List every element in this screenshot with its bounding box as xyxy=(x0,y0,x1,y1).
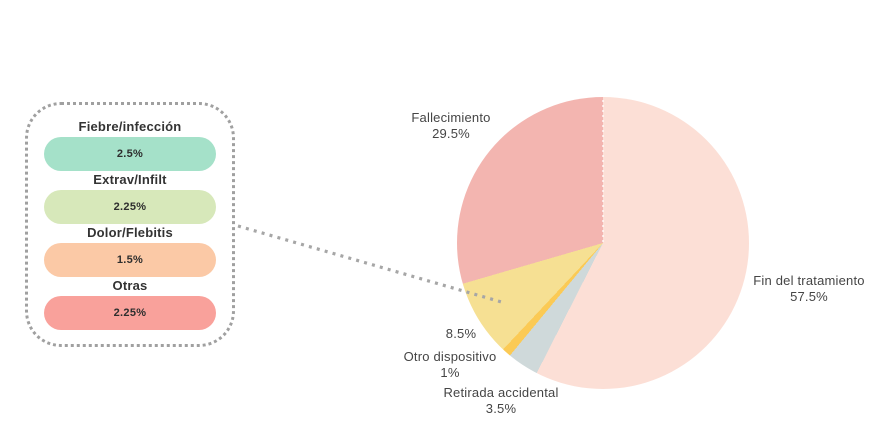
legend-item-pill: 1.5% xyxy=(44,243,216,277)
legend-item-value: 2.5% xyxy=(116,148,144,160)
legend-item-dolor: Dolor/Flebitis 1.5% xyxy=(44,226,216,277)
slice-label-retirada-accidental: Retirada accidental 3.5% xyxy=(443,385,558,417)
legend-item-pill: 2.25% xyxy=(44,190,216,224)
slice-label-name: Fallecimiento xyxy=(411,110,491,125)
legend-item-extrav: Extrav/Infilt 2.25% xyxy=(44,173,216,224)
legend-item-value: 2.25% xyxy=(113,307,147,319)
legend-item-label: Extrav/Infilt xyxy=(93,172,167,187)
legend-item-value: 1.5% xyxy=(116,254,144,266)
slice-label-fin-del-tratamiento: Fin del tratamiento 57.5% xyxy=(753,273,864,305)
slice-label-name: Retirada accidental xyxy=(443,385,559,400)
legend-item-label: Fiebre/infección xyxy=(78,119,182,134)
legend-item-pill: 2.5% xyxy=(44,137,216,171)
slice-label-pct: 8.5% xyxy=(445,326,477,341)
pie-chart xyxy=(457,97,749,389)
slice-label-pct: 29.5% xyxy=(432,126,470,141)
legend-item-label: Otras xyxy=(112,278,148,293)
legend-item-otras: Otras 2.25% xyxy=(44,279,216,330)
legend-item-value: 2.25% xyxy=(113,201,147,213)
complications-callout-box: Fiebre/infección 2.5% Extrav/Infilt 2.25… xyxy=(25,102,235,347)
slice-label-pct: 57.5% xyxy=(790,289,828,304)
slice-label-name: Otro dispositivo xyxy=(403,349,497,364)
slice-label-pct: 3.5% xyxy=(485,401,517,416)
slice-label-name: Fin del tratamiento xyxy=(753,273,865,288)
slice-label-otro-dispositivo: Otro dispositivo 1% xyxy=(404,349,497,381)
slice-label-fallecimiento: Fallecimiento 29.5% xyxy=(411,110,490,142)
legend-item-fiebre: Fiebre/infección 2.5% xyxy=(44,120,216,171)
slice-label-pct: 1% xyxy=(440,365,460,380)
legend-item-label: Dolor/Flebitis xyxy=(87,225,173,240)
slice-label-complicaciones: 8.5% xyxy=(446,326,476,342)
legend-item-pill: 2.25% xyxy=(44,296,216,330)
